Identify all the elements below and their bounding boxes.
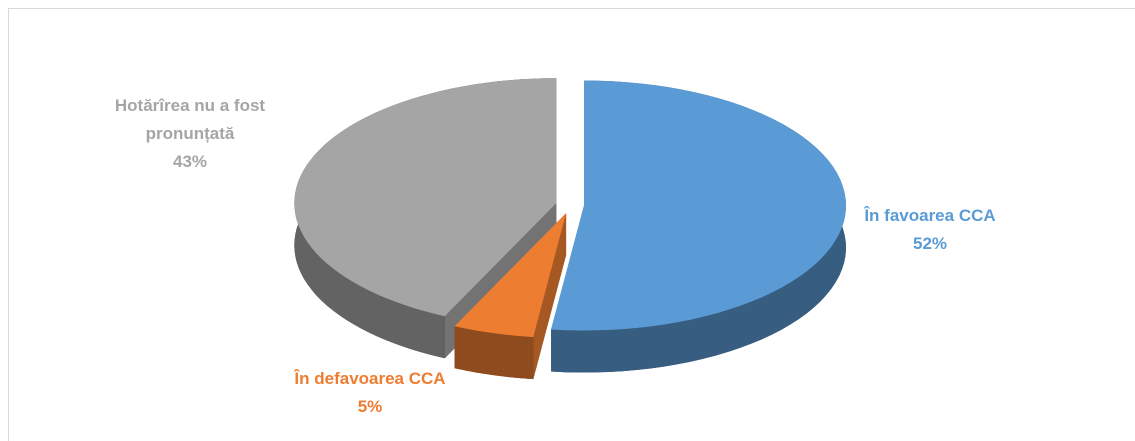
- pie-top-layer: [294, 78, 846, 338]
- label-value: 5%: [357, 397, 383, 416]
- slice: [294, 78, 557, 317]
- data-label: Hotărîrea nu a fost pronunțată 43%: [80, 92, 300, 176]
- label-name: În defavoarea CCA: [294, 369, 446, 388]
- slice: [454, 213, 567, 338]
- label-name: Hotărîrea nu a fost pronunțată: [114, 96, 266, 143]
- label-name: În favoarea CCA: [864, 206, 996, 225]
- chart-border: [8, 8, 1135, 441]
- data-label: În favoarea CCA 52%: [810, 202, 1050, 258]
- label-value: 43%: [172, 152, 208, 171]
- data-label: În defavoarea CCA 5%: [250, 365, 490, 421]
- label-value: 52%: [912, 234, 948, 253]
- slice-wall: [454, 326, 534, 380]
- slice: [551, 80, 846, 331]
